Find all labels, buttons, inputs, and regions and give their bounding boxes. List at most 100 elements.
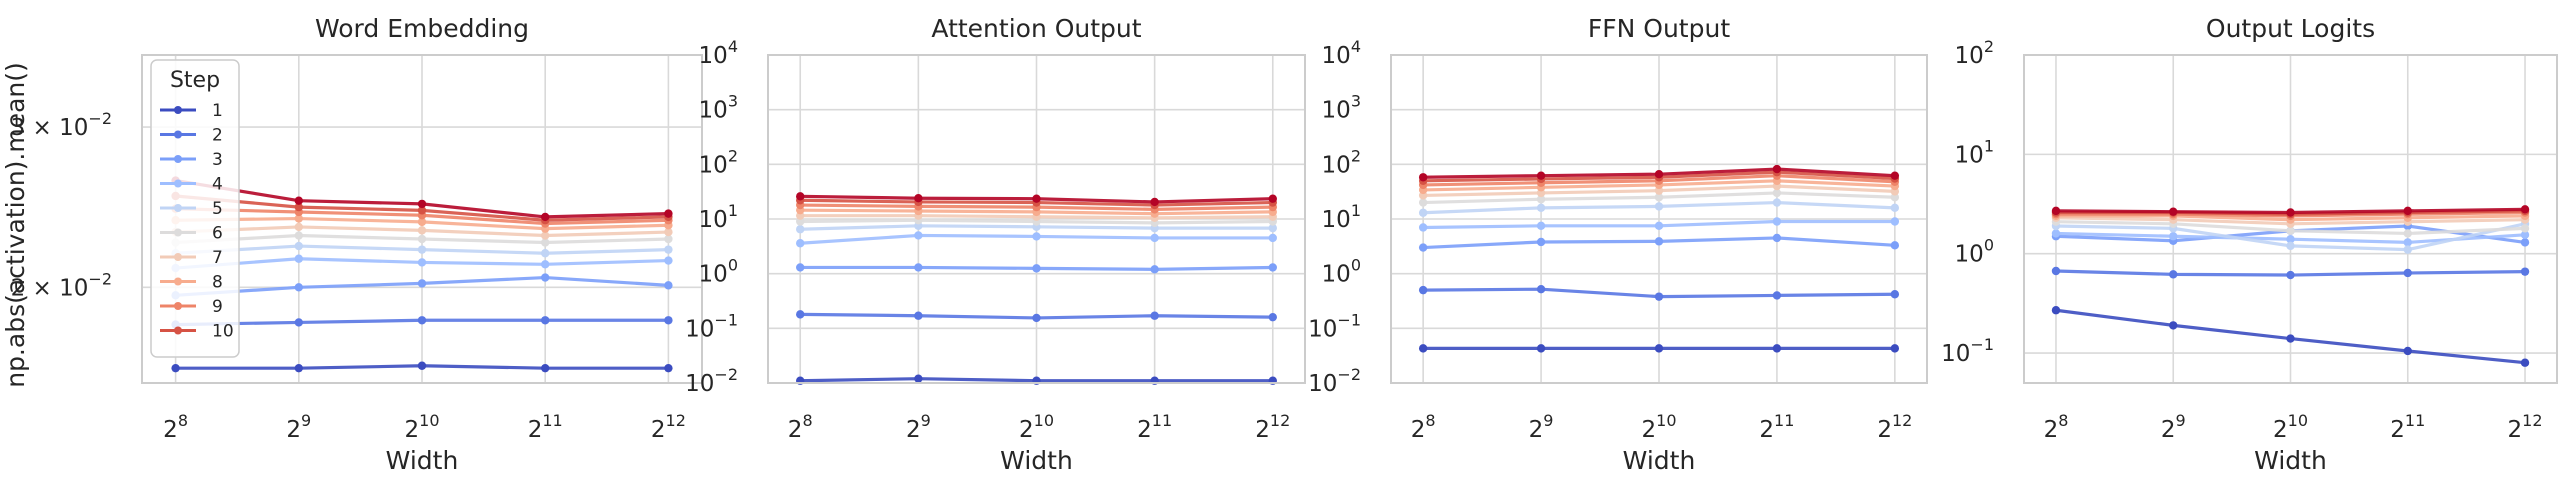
y-tick-label-base: 10	[699, 43, 728, 69]
series-point	[1032, 264, 1041, 273]
series-point	[1772, 217, 1782, 226]
x-tick-label-exponent: 8	[2058, 411, 2068, 430]
series-point	[664, 209, 673, 218]
y-tick-label: 2 × 10−2	[11, 269, 112, 301]
x-tick-label-exponent: 10	[1034, 411, 1054, 430]
y-tick-label: 102	[699, 146, 738, 178]
x-axis-label: Width	[1623, 446, 1696, 475]
x-tick-label: 210	[1019, 411, 1054, 443]
series-point	[1150, 265, 1159, 274]
y-tick-label-exponent: 3	[1351, 92, 1361, 111]
plot-frame	[141, 54, 703, 384]
series-point	[2403, 206, 2412, 216]
series-point	[1890, 290, 1900, 299]
x-tick-label-exponent: 8	[178, 411, 188, 430]
series-point	[1032, 313, 1041, 323]
x-axis-label: Width	[2254, 446, 2327, 475]
series-point	[2286, 334, 2295, 343]
legend-item-label: 10	[212, 322, 234, 342]
series-point	[1418, 173, 1428, 182]
series-point	[914, 374, 923, 383]
x-tick-label-base: 2	[1529, 417, 1544, 443]
series-point	[1536, 195, 1546, 204]
series-point	[417, 316, 427, 325]
series-point	[796, 192, 805, 201]
series-point	[294, 202, 303, 212]
y-tick-label-exponent: 0	[1984, 236, 1994, 255]
series-point	[294, 283, 303, 292]
series-point	[664, 256, 673, 265]
series-point	[2520, 267, 2530, 276]
x-axis-label: Width	[1000, 446, 1073, 475]
series-point	[417, 279, 427, 288]
series-point	[1772, 188, 1782, 198]
series-point	[294, 318, 303, 327]
x-tick-label-exponent: 9	[2175, 411, 2185, 430]
y-tick-label-base: 10	[1308, 316, 1337, 342]
x-tick-label-base: 2	[2273, 417, 2288, 443]
series-point	[2403, 238, 2412, 247]
series-point	[2286, 270, 2295, 280]
series-point	[1536, 171, 1546, 180]
y-tick-label-base: 10	[699, 262, 728, 288]
y-tick-label: 103	[699, 92, 738, 124]
y-tick-label-base: 10	[685, 371, 714, 397]
series-point	[171, 363, 180, 373]
series-point	[294, 241, 303, 251]
series-point	[417, 217, 427, 227]
y-tick-label-exponent: 2	[1351, 146, 1361, 165]
legend-title: Step	[170, 68, 220, 93]
x-tick-label-base: 2	[1137, 417, 1152, 443]
series-point	[417, 226, 427, 235]
series-point	[1890, 344, 1900, 353]
y-tick-label: 103	[1322, 92, 1361, 124]
x-tick-label: 29	[286, 411, 311, 443]
x-tick-label-base: 2	[788, 417, 803, 443]
series-point	[294, 231, 303, 240]
x-tick-label-exponent: 9	[301, 411, 311, 430]
series-point	[1890, 203, 1900, 213]
y-tick-label: 101	[699, 201, 738, 233]
x-tick-label-exponent: 12	[2522, 411, 2542, 430]
y-tick-label-exponent: 1	[728, 201, 738, 220]
legend-item-label: 1	[212, 101, 223, 121]
x-tick-label-exponent: 8	[1425, 411, 1435, 430]
y-tick-label-exponent: 1	[1984, 136, 1994, 155]
series-point	[1418, 223, 1428, 232]
y-tick-label: 102	[1955, 37, 1994, 69]
series-point	[2520, 238, 2530, 247]
x-tick-label-exponent: 12	[1270, 411, 1290, 430]
y-tick-label: 10−1	[1941, 335, 1994, 367]
x-tick-label: 211	[1137, 411, 1172, 443]
series-point	[1032, 194, 1041, 203]
y-tick-label: 10−2	[1308, 365, 1361, 397]
series-point	[2403, 346, 2412, 356]
x-tick-label-exponent: 9	[921, 411, 931, 430]
x-tick-label-exponent: 12	[666, 411, 686, 430]
series-point	[1890, 217, 1900, 226]
legend-item-label: 8	[212, 273, 223, 293]
series-point	[2286, 241, 2295, 251]
x-tick-label: 28	[1411, 411, 1436, 443]
y-tick-label: 101	[1955, 136, 1994, 168]
y-tick-label-base: 10	[699, 152, 728, 178]
x-tick-label-base: 2	[1642, 417, 1657, 443]
series-point	[417, 361, 427, 370]
x-axis-label: Width	[386, 446, 459, 475]
y-tick-label: 102	[1322, 146, 1361, 178]
y-tick-label-base: 10	[1322, 98, 1351, 124]
x-tick-label-exponent: 11	[1774, 411, 1794, 430]
y-tick-label-exponent: 0	[1351, 256, 1361, 275]
series-point	[1654, 237, 1664, 246]
legend-marker	[174, 277, 182, 286]
y-tick-label-base: 10	[1955, 43, 1984, 69]
series-point	[796, 310, 805, 319]
x-tick-label: 28	[163, 411, 188, 443]
x-tick-label-exponent: 9	[1543, 411, 1553, 430]
x-tick-label-base: 2	[1759, 417, 1774, 443]
legend-marker	[174, 130, 182, 139]
series-point	[294, 196, 303, 205]
y-tick-label-base: 10	[699, 98, 728, 124]
x-tick-label-base: 2	[1411, 417, 1426, 443]
